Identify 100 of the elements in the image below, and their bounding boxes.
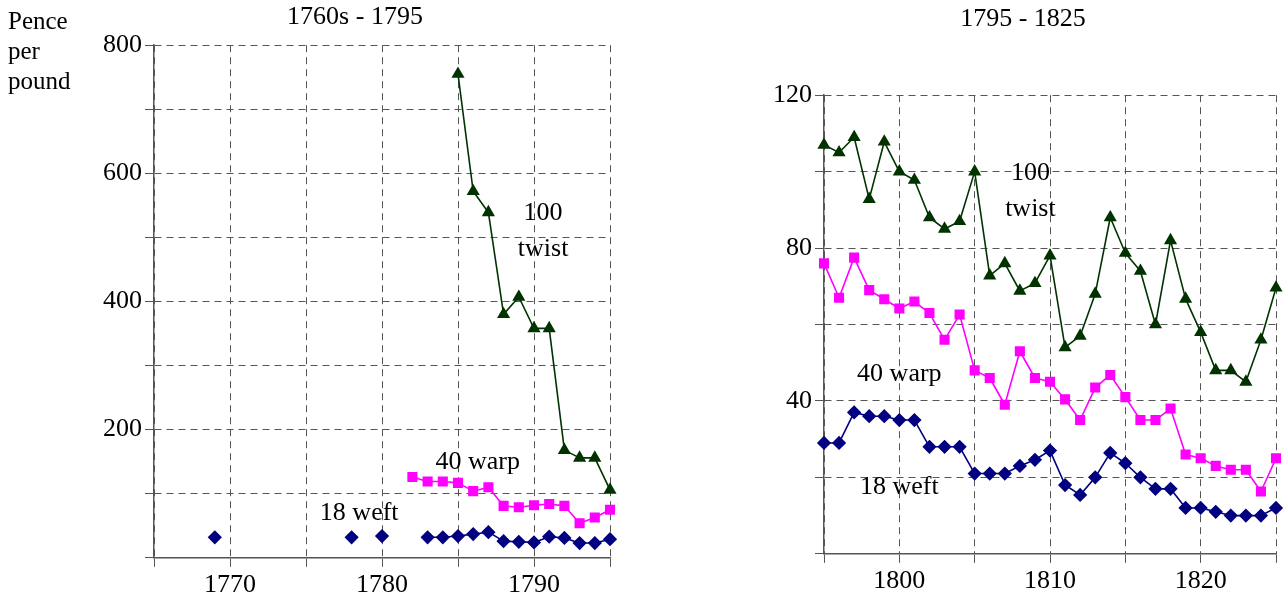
chart-title: 1795 - 1825 [960,3,1086,33]
x-tick-label: 1790 [508,569,560,599]
point [908,173,921,184]
point [998,466,1012,481]
point [817,436,831,450]
point [482,205,495,217]
point [969,365,980,376]
point [877,409,892,424]
point [998,256,1011,268]
y-tick-label: 40 [786,384,812,414]
point [922,439,937,454]
point [1150,415,1161,426]
point [527,535,541,550]
point [468,486,479,497]
point [847,405,861,420]
point [512,290,525,301]
point [1165,403,1176,414]
point [604,504,616,515]
point [466,527,480,541]
point [1178,501,1193,515]
point [497,307,510,319]
point [1270,281,1282,292]
point [1208,504,1223,519]
point [833,145,846,157]
point [818,138,830,149]
point [968,164,981,176]
series-label: 40 warp [435,445,520,475]
point [1088,470,1102,485]
point [437,476,448,487]
point [1270,453,1282,464]
point [924,307,935,319]
point [1044,248,1056,260]
point [1105,369,1116,380]
point [999,399,1010,410]
point [422,476,433,487]
point [513,502,524,513]
point [983,268,996,280]
point [1029,372,1040,384]
point [937,439,952,454]
point [1058,478,1072,492]
x-tick-label: 1820 [1174,565,1227,595]
point [543,321,556,333]
point [939,334,950,345]
point [344,530,359,545]
point [1163,482,1178,496]
point [1074,329,1087,340]
point [452,67,464,78]
point [542,529,556,544]
series-label: 18 weft [859,470,940,500]
point [1239,508,1253,523]
point [848,130,861,142]
point [407,472,418,483]
point [1224,508,1238,523]
point [954,309,965,320]
point [1103,446,1118,460]
point [451,529,465,543]
point [952,439,967,454]
point [923,210,936,222]
point [1089,287,1102,298]
point [1013,459,1027,473]
point [1225,464,1236,475]
point [1104,210,1117,222]
point [574,518,585,529]
point [603,532,617,547]
series-label: 40 warp [857,358,942,388]
point [1209,363,1222,375]
point [528,500,540,511]
point [481,525,496,539]
point [1134,264,1147,275]
point [1164,233,1177,245]
point [1179,292,1192,303]
y-axis-title: Pence per pound [8,6,72,96]
y-tick-label: 600 [103,157,142,187]
point [436,530,450,545]
point [1239,375,1252,386]
point [909,296,920,307]
y-tick-label: 400 [103,285,142,315]
series-label: 18 weft [319,496,400,526]
point [604,483,616,494]
y-tick-label: 200 [103,413,142,443]
point [1135,415,1146,426]
point [878,135,891,146]
x-tick-label: 1780 [356,569,408,599]
point [894,303,905,314]
point [862,409,876,424]
point [1073,488,1087,502]
point [984,372,995,384]
point [589,512,600,523]
point [818,258,830,269]
point [588,536,602,550]
point [982,466,997,481]
point [1013,284,1026,295]
point [1193,501,1208,515]
point [420,530,435,545]
point [864,285,875,296]
chart-title: 1760s - 1795 [287,1,423,31]
point [967,466,982,481]
point [849,252,860,263]
point [1254,332,1267,344]
point [953,214,966,226]
